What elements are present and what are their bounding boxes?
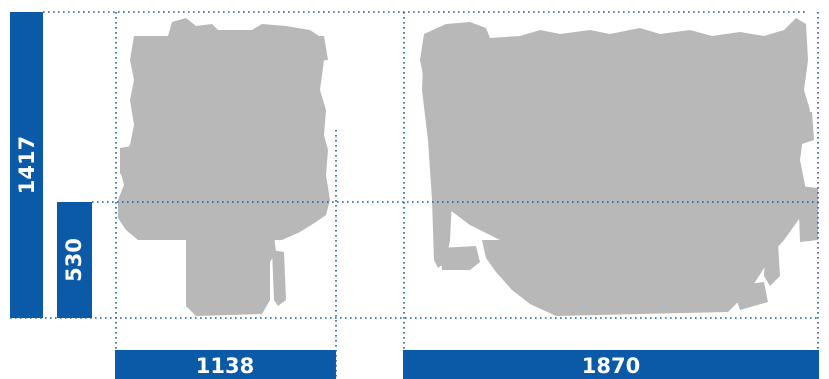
overall-height-label: 1417 (15, 136, 39, 194)
overall-height-bar (10, 12, 43, 318)
length-label: 1870 (582, 354, 640, 378)
crank-height-label: 530 (62, 238, 86, 282)
engine-side-view (420, 18, 818, 316)
crank-height-bar (57, 202, 92, 318)
engine-front-view (118, 18, 330, 316)
width-label: 1138 (196, 354, 254, 378)
length-bar (403, 350, 819, 379)
width-bar (115, 350, 336, 379)
guide-lines (10, 11, 820, 379)
